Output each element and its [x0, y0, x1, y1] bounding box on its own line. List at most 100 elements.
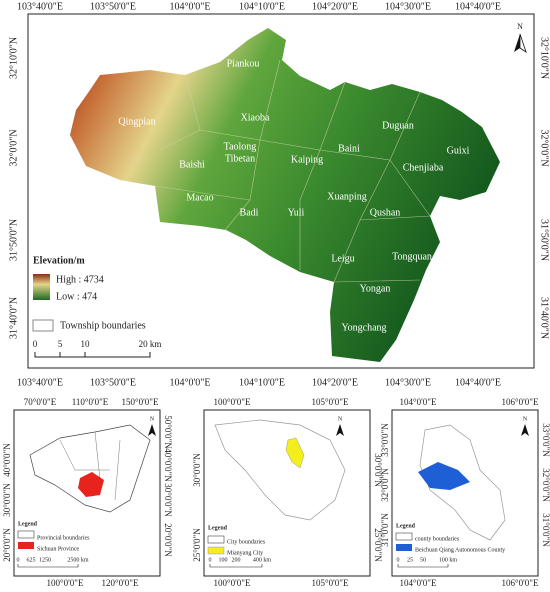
north-arrow	[148, 424, 156, 436]
scale-label: 50	[420, 557, 426, 563]
coord-label: 104°20'0"E	[312, 1, 358, 12]
coord-label: 31°40'0"N	[8, 297, 19, 339]
coord-label: 100°0'0"E	[47, 578, 84, 588]
coord-label: 105°0'0"E	[312, 578, 349, 588]
coord-label: 104°0'0"E	[170, 377, 211, 388]
main-frame	[27, 13, 535, 369]
inset-frame	[13, 409, 161, 577]
township-label: Baini	[338, 143, 360, 154]
coord-label: 31°0'0"N	[380, 513, 390, 547]
sichuan-outline	[214, 419, 346, 521]
scale-label: 1250	[39, 557, 51, 563]
scale-label: 100	[219, 557, 228, 563]
beichuan	[418, 462, 470, 490]
township-label: Yongchang	[341, 322, 386, 333]
coord-label: 33°0'0"N	[380, 423, 390, 457]
scale-label: 200	[232, 557, 241, 563]
scale-label: 100 km	[439, 557, 458, 563]
scale-label: 2500 km	[67, 557, 89, 563]
township-label: Chenjiaba	[403, 162, 444, 173]
township-label: Baishi	[179, 159, 205, 170]
coord-label: 33°0'0"N	[541, 423, 550, 457]
swatch	[207, 546, 225, 555]
coord-label: 25°0'0"N	[192, 528, 202, 562]
scale-bar	[397, 564, 449, 568]
coord-label: 104°20'0"E	[312, 377, 358, 388]
legend-label: Township boundaries	[60, 320, 146, 331]
township-label: Tibetan	[225, 153, 255, 164]
coord-label: 31°50'0"N	[539, 219, 550, 261]
coord-label: 32°0'0"N	[8, 129, 19, 166]
township-boundaries	[154, 59, 431, 283]
swatch	[18, 542, 34, 549]
legend-label: Provincial boundaries	[37, 535, 90, 541]
coord-label: 104°40'0"E	[455, 377, 501, 388]
scale-label: 625	[27, 557, 36, 563]
scale-label: 0	[209, 557, 212, 563]
elevation-ramp	[33, 274, 50, 300]
township-label: Leigu	[331, 253, 354, 264]
township-label: Qushan	[370, 207, 401, 218]
coord-label: 20°0'0"N	[2, 528, 12, 562]
township-label: Qingpian	[118, 116, 155, 127]
swatch	[396, 544, 412, 551]
coord-label: 32°10'0"N	[8, 37, 19, 79]
coord-label: 110°0'0"E	[72, 397, 109, 407]
legend-label: City boundaries	[227, 539, 266, 545]
legend-title: Legend	[208, 525, 228, 531]
north-label: N	[338, 416, 343, 422]
scale-bar	[209, 564, 263, 568]
scale-label: 400 km	[253, 557, 272, 563]
coord-label: 31°50'0"N	[8, 219, 19, 261]
swatch	[207, 535, 225, 544]
coord-label: 104°0'0"E	[400, 397, 437, 407]
township-label: Xiaoba	[241, 112, 270, 123]
north-label: N	[517, 22, 523, 31]
coord-label: 40°0'0"N	[163, 448, 173, 482]
scale-bar	[34, 352, 151, 358]
swatch	[17, 530, 35, 539]
scale-bar	[17, 564, 79, 568]
legend-label: Mianyang City	[227, 550, 263, 556]
coord-label: 40°0'0"N	[2, 443, 12, 477]
inset-frame	[203, 409, 371, 577]
coord-label: 103°50'0"E	[90, 1, 136, 12]
township-label: Taolong	[224, 141, 257, 152]
coord-label: 100°0'0"E	[214, 578, 251, 588]
coord-label: 104°40'0"E	[455, 1, 501, 12]
scale-label: 25	[407, 557, 413, 563]
legend-title: Legend	[18, 521, 38, 527]
township-label: Piankou	[227, 58, 260, 69]
township-label: Duguan	[382, 120, 414, 131]
coord-label: 31°40'0"N	[539, 297, 550, 339]
coord-label: 32°10'0"N	[539, 37, 550, 79]
legend-title: Legend	[396, 523, 416, 529]
north-label: N	[523, 416, 528, 422]
coord-label: 104°30'0"E	[385, 377, 431, 388]
coord-label: 120°0'0"E	[102, 578, 139, 588]
coord-label: 106°0'0"E	[502, 578, 539, 588]
coord-label: 100°0'0"E	[214, 397, 251, 407]
scale-label: 0	[33, 339, 38, 349]
coord-label: 30°0'0"N	[192, 453, 202, 487]
china-outline	[29, 424, 151, 513]
township-label: Badi	[240, 207, 259, 218]
township-label: Guixi	[447, 145, 470, 156]
boundary-swatch	[32, 319, 54, 332]
scale-label: 5	[58, 339, 63, 349]
coord-label: 32°0'0"N	[541, 468, 550, 502]
county-elevation	[70, 28, 500, 362]
province-boundaries	[59, 431, 121, 501]
coord-label: 106°0'0"E	[502, 397, 539, 407]
township-label: Kaiping	[291, 154, 323, 165]
township-label: Macao	[186, 192, 213, 203]
township-label: Yuli	[288, 207, 305, 218]
legend-label: High : 4734	[56, 274, 104, 285]
coord-label: 103°40'0"E	[17, 377, 63, 388]
scale-label: 20 km	[139, 339, 162, 349]
coord-label: 104°10'0"E	[239, 377, 285, 388]
scale-label: 0	[397, 557, 400, 563]
north-arrow	[336, 424, 344, 436]
coord-label: 70°0'0"E	[24, 397, 57, 407]
